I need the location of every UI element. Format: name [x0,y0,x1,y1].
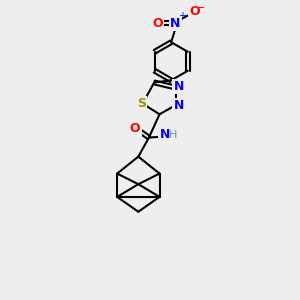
Text: N: N [173,80,184,93]
Text: O: O [189,5,200,18]
Text: N: N [160,128,170,141]
Text: O: O [152,16,163,30]
Text: S: S [137,97,146,110]
Text: N: N [173,99,184,112]
Text: −: − [196,3,205,13]
Text: N: N [170,16,181,30]
Text: H: H [169,130,178,140]
Text: O: O [130,122,140,134]
Text: +: + [178,11,186,21]
